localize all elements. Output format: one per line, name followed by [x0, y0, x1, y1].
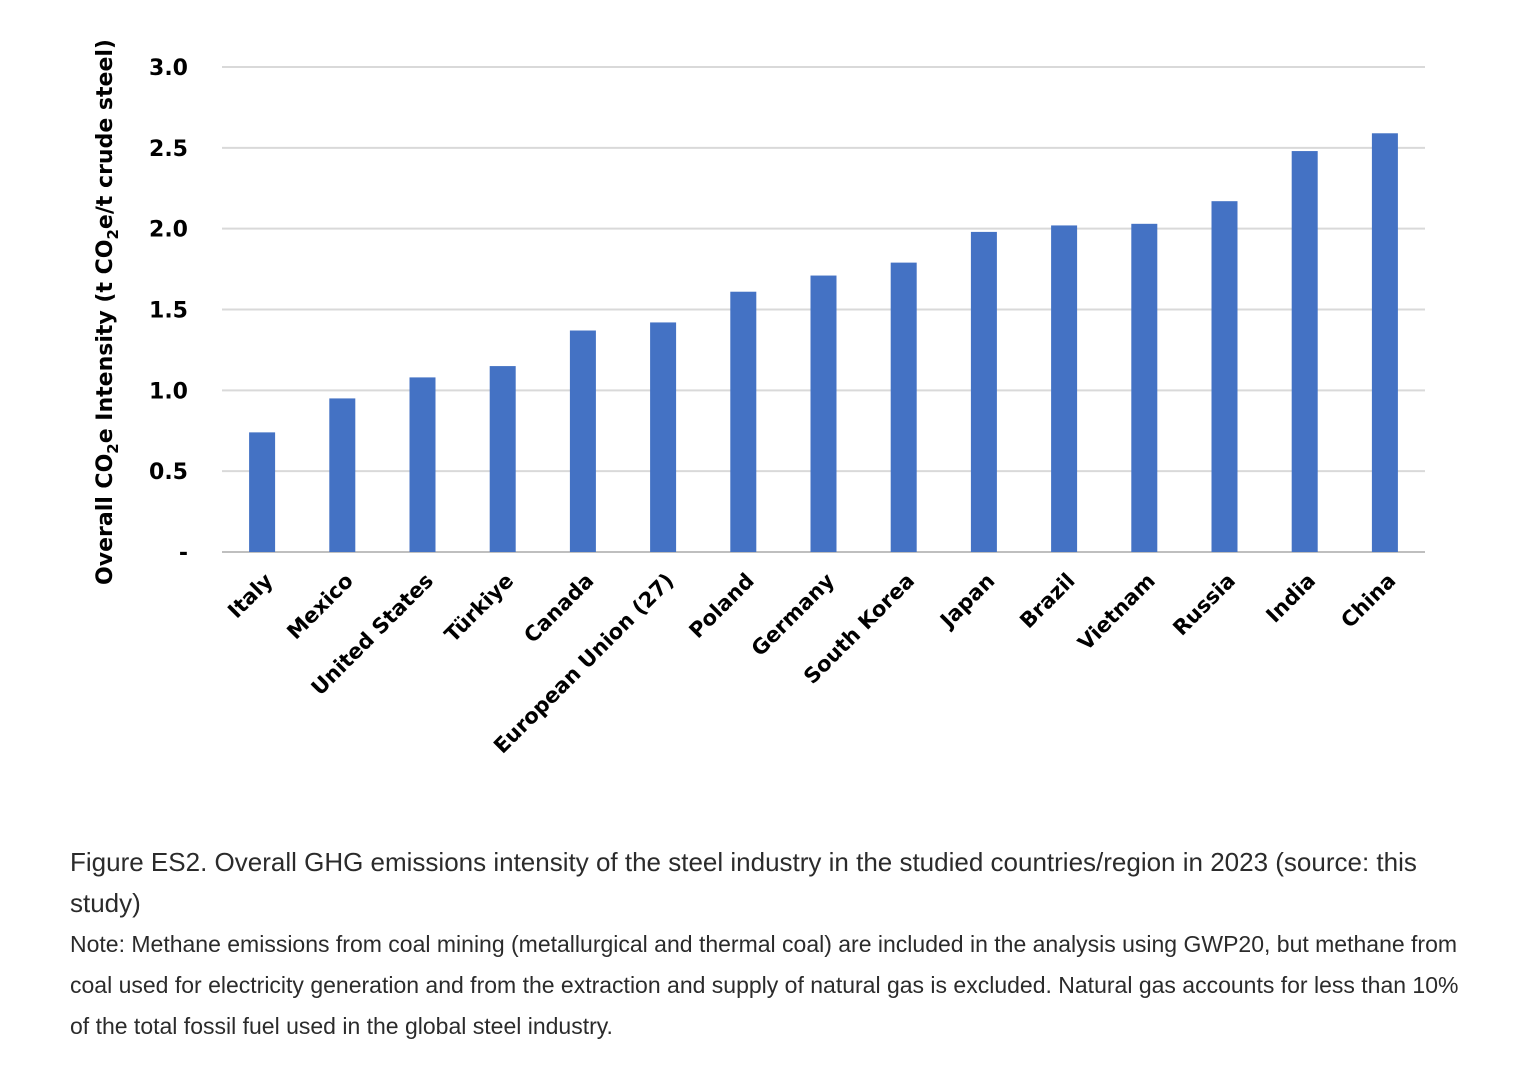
- x-tick-label: Mexico: [282, 569, 357, 644]
- x-tick-label: Türkiye: [440, 569, 518, 647]
- x-tick-label: Brazil: [1015, 569, 1079, 633]
- y-axis-title-group: Overall CO2e Intensity (t CO2e/t crude s…: [93, 39, 122, 585]
- y-tick-label: -: [179, 541, 188, 566]
- bar: [1131, 223, 1158, 553]
- bar: [650, 322, 677, 552]
- x-tick-label: Russia: [1168, 569, 1240, 641]
- bar: [249, 432, 276, 552]
- x-tick-label: Vietnam: [1073, 569, 1160, 656]
- y-tick-label: 1.5: [149, 299, 188, 324]
- y-tick-label: 2.5: [149, 137, 188, 162]
- bars: [249, 133, 1398, 553]
- bar: [1371, 133, 1398, 553]
- bar: [810, 275, 837, 552]
- x-tick-label: Japan: [934, 569, 999, 634]
- y-tick-label: 2.0: [149, 218, 188, 243]
- figure-caption: Figure ES2. Overall GHG emissions intens…: [70, 842, 1460, 1047]
- bar: [1291, 151, 1318, 553]
- bar: [409, 377, 436, 552]
- bar: [890, 262, 917, 552]
- bar: [730, 291, 757, 552]
- y-axis-title: Overall CO2e Intensity (t CO2e/t crude s…: [93, 39, 122, 585]
- x-tick-label: Canada: [519, 569, 598, 648]
- bar: [970, 231, 997, 552]
- bar: [329, 398, 356, 552]
- y-tick-label: 1.0: [149, 379, 188, 404]
- x-tick-label: Italy: [223, 568, 278, 623]
- x-tick-label: China: [1336, 569, 1400, 633]
- y-tick-label: 3.0: [149, 56, 188, 81]
- caption-title: Figure ES2. Overall GHG emissions intens…: [70, 847, 1417, 918]
- bar: [1211, 201, 1238, 552]
- x-tick-label: India: [1261, 569, 1320, 628]
- bar: [1051, 225, 1078, 552]
- caption-note: Note: Methane emissions from coal mining…: [70, 931, 1459, 1039]
- y-axis-ticks: - 0.5 1.0 1.5 2.0 2.5 3.0: [149, 56, 188, 566]
- y-tick-label: 0.5: [149, 460, 188, 485]
- bar: [489, 366, 516, 552]
- x-tick-label: Poland: [684, 569, 758, 643]
- bar: [569, 330, 596, 552]
